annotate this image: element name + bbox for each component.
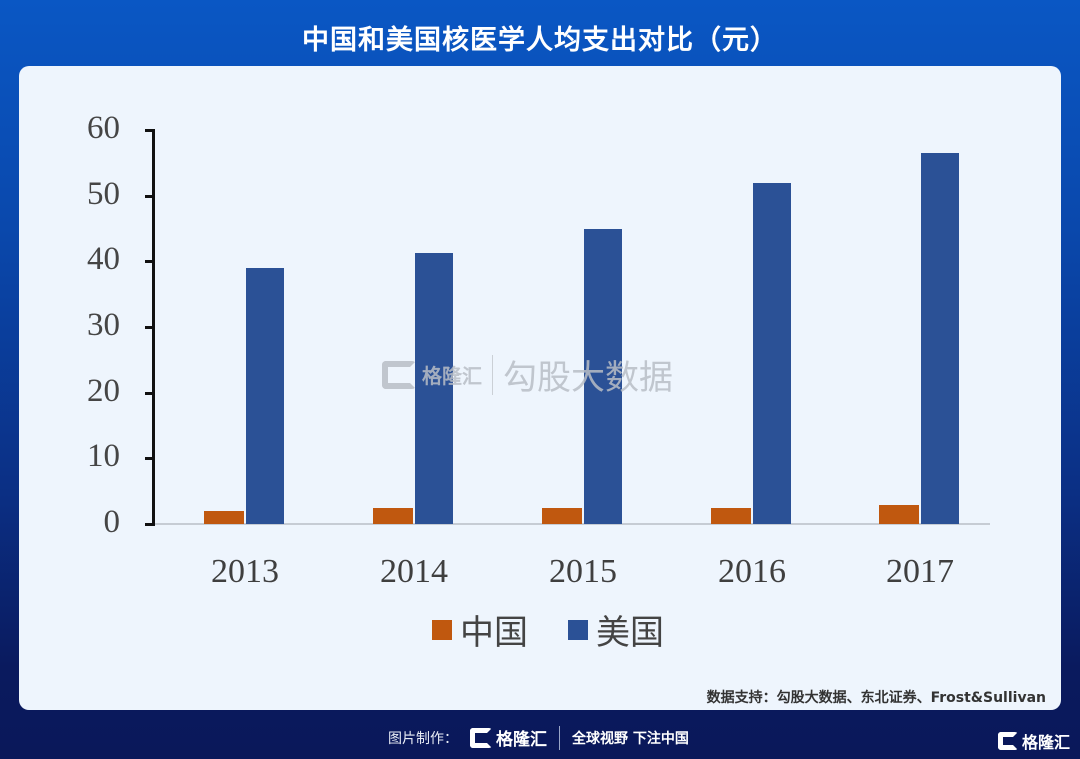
y-tick <box>145 326 155 329</box>
bar-usa-2013 <box>246 267 284 524</box>
y-tick <box>145 194 155 198</box>
bar-usa-2016 <box>753 182 791 524</box>
footer-slogan: 全球视野 下注中国 <box>572 730 689 747</box>
y-tick-label: 50 <box>87 175 120 212</box>
bar-china-2015 <box>542 508 582 524</box>
y-tick-label: 30 <box>87 307 120 343</box>
y-tick <box>145 260 155 264</box>
footer: 图片制作： 格隆汇 全球视野 下注中国 <box>388 725 689 750</box>
legend-label: 中国 <box>460 613 528 653</box>
x-tick-label: 2015 <box>549 553 617 590</box>
watermark-brand: 格隆汇 <box>422 364 482 388</box>
bar-china-2014 <box>373 508 413 524</box>
footer-brand: 格隆汇 <box>496 730 547 750</box>
footer-divider <box>559 725 560 750</box>
corner-brand: 格隆汇 <box>1021 733 1070 752</box>
corner-logo: 格隆汇 <box>997 729 1070 753</box>
watermark-divider <box>492 354 493 395</box>
x-axis <box>155 523 990 525</box>
x-tick-label: 2014 <box>380 553 448 590</box>
legend-item-china: 中国 <box>432 605 528 654</box>
bar-china-2017 <box>879 504 919 524</box>
y-tick <box>145 129 155 132</box>
y-tick <box>145 391 155 395</box>
y-tick <box>145 523 155 526</box>
footer-label: 图片制作： <box>388 730 458 747</box>
y-tick <box>145 457 155 461</box>
bar-usa-2014 <box>415 252 453 524</box>
watermark: 格隆汇 勾股大数据 <box>382 350 673 399</box>
y-tick-label: 20 <box>87 372 120 409</box>
chart-panel <box>19 66 1061 710</box>
bar-china-2013 <box>204 510 244 524</box>
data-source: 数据支持：勾股大数据、东北证券、Frost&Sullivan <box>706 690 1046 706</box>
y-tick-label: 60 <box>87 110 120 146</box>
legend-item-usa: 美国 <box>568 605 664 654</box>
legend-swatch-usa <box>568 619 588 640</box>
x-tick-label: 2013 <box>211 553 279 590</box>
y-tick-label: 40 <box>87 241 120 278</box>
y-tick-label: 10 <box>87 438 120 475</box>
x-tick-label: 2016 <box>718 553 786 590</box>
legend-swatch-china <box>432 619 452 640</box>
legend-label: 美国 <box>596 613 664 653</box>
bar-usa-2017 <box>921 152 959 524</box>
gelonghui-logo-icon <box>997 732 1018 750</box>
chart-title: 中国和美国核医学人均支出对比（元） <box>302 25 778 56</box>
watermark-text: 勾股大数据 <box>503 358 673 398</box>
x-tick-label: 2017 <box>886 553 954 590</box>
bar-usa-2015 <box>584 228 622 524</box>
bar-china-2016 <box>711 508 751 524</box>
legend: 中国 美国 <box>432 605 704 654</box>
y-tick-label: 0 <box>103 504 121 540</box>
gelonghui-logo-icon <box>470 727 492 748</box>
gelonghui-logo-icon <box>382 360 416 389</box>
